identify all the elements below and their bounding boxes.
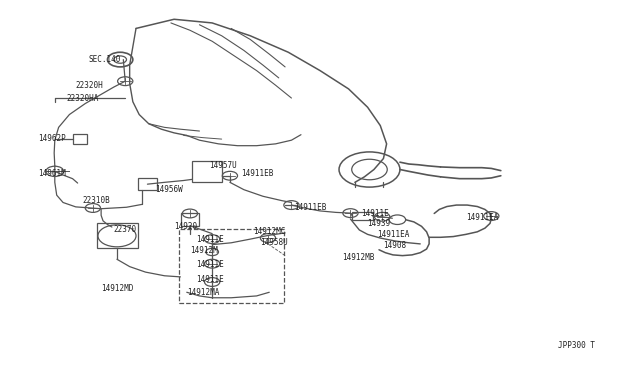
Text: 14911EB: 14911EB xyxy=(294,203,327,212)
Bar xyxy=(73,134,87,144)
Text: 14911EB: 14911EB xyxy=(241,169,273,178)
Text: 14911E: 14911E xyxy=(196,235,224,244)
Text: 14912MC: 14912MC xyxy=(253,227,285,236)
Text: 14911EA: 14911EA xyxy=(377,230,410,239)
Text: 22310B: 22310B xyxy=(82,196,110,205)
Text: 14912MB: 14912MB xyxy=(342,253,374,262)
Text: 14912MA: 14912MA xyxy=(187,288,219,297)
Text: 14920: 14920 xyxy=(174,222,197,231)
Bar xyxy=(138,178,157,190)
Text: 14908: 14908 xyxy=(383,241,406,250)
Text: 14912MD: 14912MD xyxy=(101,284,134,293)
Text: 14911E: 14911E xyxy=(196,275,224,284)
Text: 22370: 22370 xyxy=(114,225,137,234)
Text: 14939: 14939 xyxy=(367,219,390,228)
Text: 14962P: 14962P xyxy=(38,134,65,143)
Text: 22320H: 22320H xyxy=(76,81,104,90)
Bar xyxy=(192,161,222,182)
Text: JPP300 T: JPP300 T xyxy=(558,341,595,350)
Text: 14957U: 14957U xyxy=(209,161,237,170)
Bar xyxy=(97,223,138,248)
Text: 14911E: 14911E xyxy=(196,260,224,269)
Text: 14911EA: 14911EA xyxy=(466,213,499,222)
Text: 14911E: 14911E xyxy=(361,209,389,218)
Bar xyxy=(179,229,284,302)
Text: 22320HA: 22320HA xyxy=(66,93,99,103)
Bar xyxy=(353,212,372,220)
Text: 14958U: 14958U xyxy=(260,238,287,247)
Text: SEC.140: SEC.140 xyxy=(88,55,121,64)
Text: 14956W: 14956W xyxy=(155,185,183,194)
Text: 14912M: 14912M xyxy=(190,246,218,254)
Text: 14961M: 14961M xyxy=(38,169,65,178)
Bar xyxy=(181,214,199,226)
